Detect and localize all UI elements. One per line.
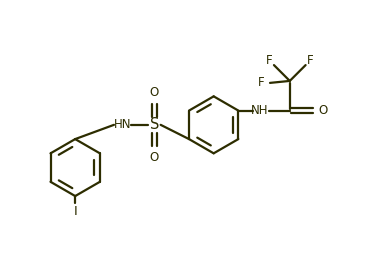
Text: S: S: [150, 117, 159, 132]
Text: F: F: [307, 54, 314, 67]
Text: O: O: [150, 151, 159, 164]
Text: O: O: [150, 86, 159, 99]
Text: F: F: [266, 54, 273, 67]
Text: I: I: [73, 205, 77, 218]
Text: F: F: [258, 76, 264, 89]
Text: HN: HN: [114, 118, 131, 131]
Text: NH: NH: [251, 104, 269, 117]
Text: O: O: [318, 104, 328, 117]
